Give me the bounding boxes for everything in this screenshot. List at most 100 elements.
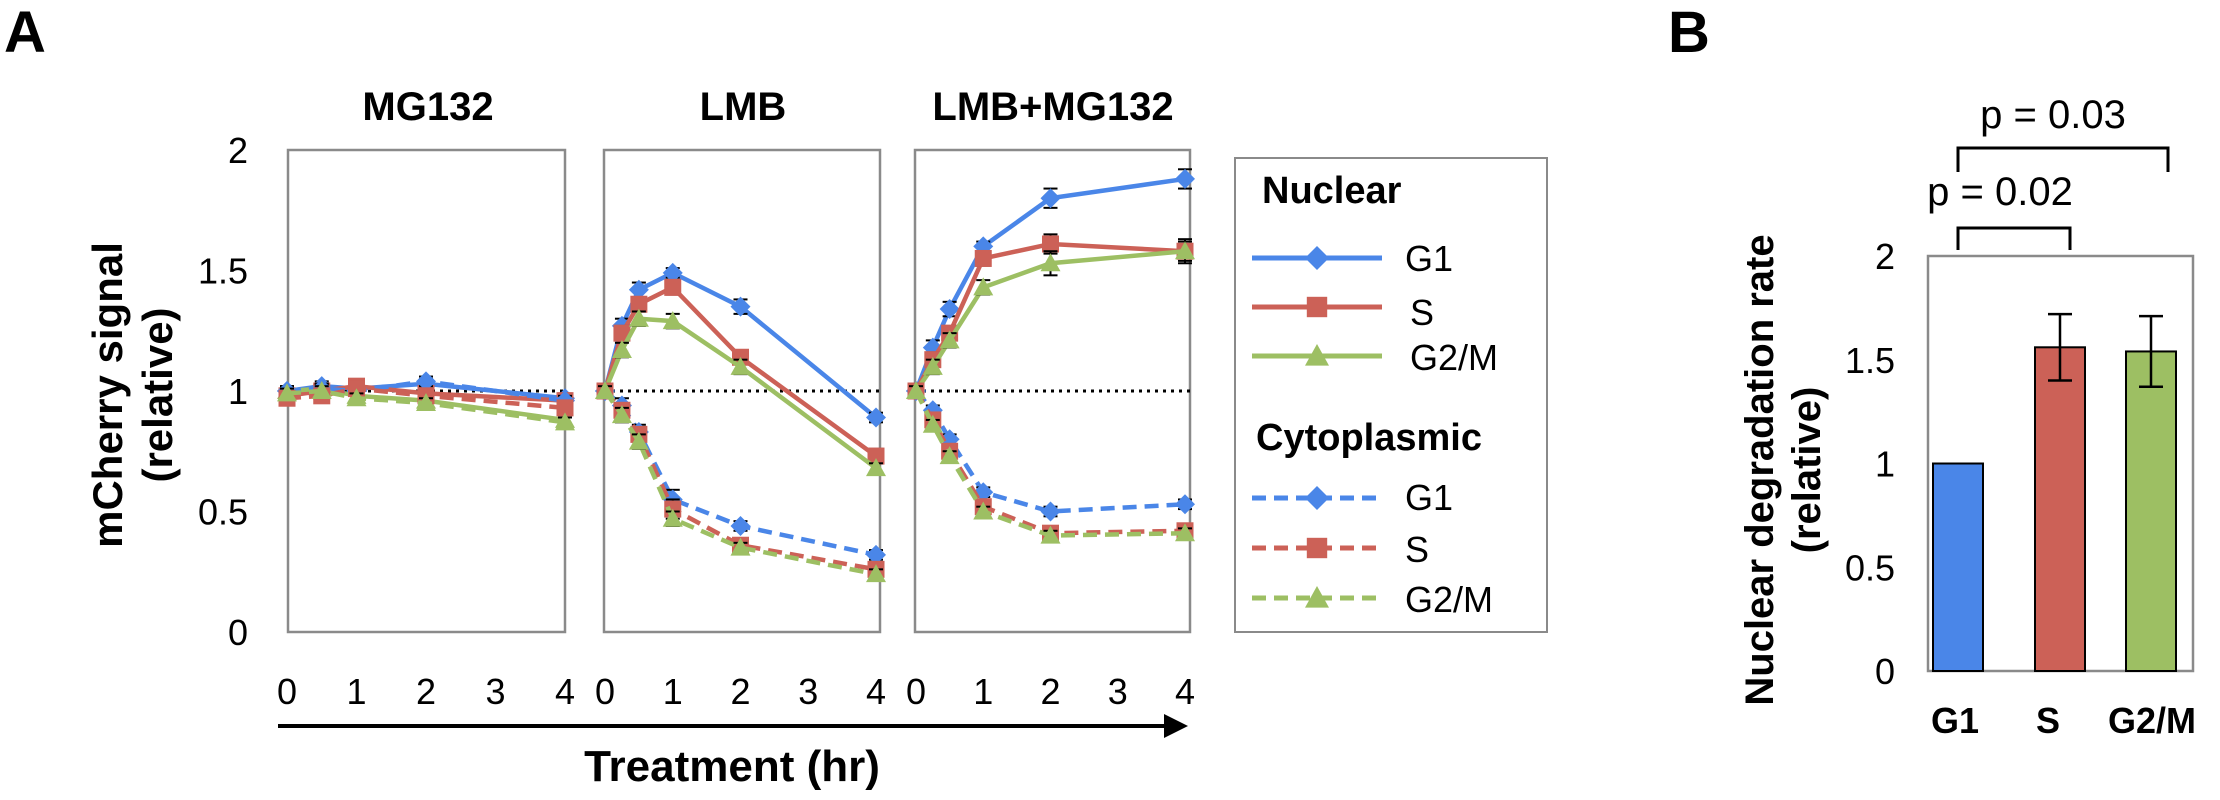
series-cytoplasmic-g2-m-point — [866, 564, 886, 583]
series-cytoplasmic-g1-point — [416, 371, 436, 392]
x-tick-label: G1 — [1931, 700, 1979, 741]
legend-swatch-nuclear-g2-m-marker — [1305, 344, 1329, 366]
significance-label: p = 0.03 — [1980, 93, 2126, 137]
series-nuclear-g1-point — [866, 407, 886, 428]
x-tick-label: 1 — [973, 671, 993, 712]
significance-bracket — [1956, 146, 2170, 172]
series-nuclear-g1-line — [602, 270, 878, 420]
x-tick-label: 4 — [1175, 671, 1195, 712]
series-nuclear-g1-point — [730, 296, 751, 317]
legend-label-cytoplasmic-g2m: G2/M — [1405, 579, 1493, 620]
series-nuclear-s-point — [867, 447, 885, 465]
series-nuclear-s-point — [1042, 235, 1059, 253]
x-tick-label: 3 — [1108, 671, 1128, 712]
y-axis-label-a-line2: (relative) — [134, 307, 181, 482]
series-cytoplasmic-g2-m-point — [628, 431, 649, 450]
y-tick-label: 0 — [1875, 651, 1895, 692]
series-cytoplasmic-g2-m-point — [611, 405, 632, 424]
significance-label: p = 0.02 — [1927, 170, 2073, 214]
x-tick-label: 0 — [595, 671, 615, 712]
y-tick-label: 1 — [1875, 444, 1895, 485]
series-nuclear-g2-m-point — [866, 458, 886, 477]
legend-swatch-cytoplasmic-g2-m-marker — [1305, 586, 1329, 608]
subplot-title: MG132 — [362, 85, 493, 129]
series-nuclear-g1-point — [628, 279, 649, 300]
series-cytoplasmic-s-line — [603, 389, 877, 572]
subplot-title: LMB+MG132 — [932, 85, 1173, 129]
series-cytoplasmic-g2-m-point — [1175, 523, 1195, 542]
legend: Nuclear Cytoplasmic G1 S G2/M G1 S G2/M — [1234, 157, 1548, 633]
legend-label-nuclear-s: S — [1410, 292, 1434, 333]
bar-s — [2034, 346, 2086, 672]
legend-label-nuclear-g1: G1 — [1405, 238, 1453, 279]
y-tick-label: 2 — [228, 130, 248, 171]
panel-b-label: B — [1668, 0, 1710, 65]
y-tick-label: 0 — [228, 612, 248, 653]
series-nuclear-g1-line — [913, 176, 1186, 392]
bar-g2-m — [2125, 350, 2177, 672]
legend-frame — [1234, 157, 1548, 633]
y-tick-label: 1 — [228, 371, 248, 412]
x-tick-label: 0 — [277, 671, 297, 712]
series-cytoplasmic-g2-m-point — [939, 446, 960, 465]
x-tick-label: G2/M — [2108, 700, 2196, 741]
y-tick-label: 0.5 — [198, 492, 248, 533]
legend-label-cytoplasmic-g1: G1 — [1405, 477, 1453, 518]
legend-title-cytoplasmic: Cytoplasmic — [1256, 417, 1482, 459]
subplot-mg132: MG132 0 1 2 3 4 — [277, 85, 575, 712]
series-nuclear-s-point — [664, 278, 682, 296]
legend-swatch-nuclear-g1-marker — [1305, 246, 1329, 270]
x-tick-label: 3 — [798, 671, 818, 712]
series-cytoplasmic-g2-m-point — [311, 381, 332, 399]
series-cytoplasmic-g2-m-point — [416, 393, 436, 412]
series-nuclear-g2-m-point — [1175, 241, 1195, 260]
series-nuclear-g2-m-point — [730, 356, 751, 375]
series-nuclear-g2-m-point — [973, 277, 994, 296]
x-tick-label: 0 — [906, 671, 926, 712]
series-nuclear-s-point — [974, 249, 992, 267]
subplot-lmb: LMB 0 1 2 3 4 — [595, 85, 886, 712]
series-cytoplasmic-g2-m-point — [1040, 525, 1061, 544]
series-nuclear-g2-m-point — [1040, 253, 1061, 272]
series-nuclear-g1-point — [1040, 188, 1061, 209]
series-cytoplasmic-g2-m-point — [662, 508, 683, 527]
series-nuclear-g1-point — [939, 299, 960, 320]
legend-swatch-cytoplasmic-s-marker — [1306, 537, 1328, 559]
bar-g1 — [1932, 462, 1984, 672]
series-cytoplasmic-g2-m-point — [555, 412, 575, 431]
y-tick-label: 0.5 — [1845, 547, 1895, 588]
x-tick-label: S — [2036, 700, 2060, 741]
series-cytoplasmic-g2-m-point — [906, 381, 926, 399]
x-tick-label: 1 — [346, 671, 366, 712]
series-nuclear-g2-m-point — [939, 330, 960, 349]
series-cytoplasmic-g2-m-point — [922, 414, 943, 433]
legend-swatch-nuclear-s-marker — [1306, 296, 1328, 318]
series-cytoplasmic-s-point — [556, 399, 574, 417]
series-nuclear-g1-point — [1175, 168, 1195, 189]
series-nuclear-g2-m-point — [628, 308, 649, 327]
x-tick-label: 2 — [1040, 671, 1060, 712]
legend-swatch-cytoplasmic-g1-marker — [1305, 486, 1329, 510]
panel-a-line-chart: 0 0.5 1 1.5 2 MG132 0 1 2 3 4 LMB 0 1 2 3 4 LMB+MG132 0 1 2 3… — [198, 85, 1195, 712]
series-nuclear-g1-point — [662, 262, 683, 283]
x-tick-label: 3 — [485, 671, 505, 712]
x-tick-label: 2 — [416, 671, 436, 712]
significance-bracket — [1956, 226, 2072, 250]
x-tick-label: 4 — [866, 671, 886, 712]
legend-label-cytoplasmic-s: S — [1405, 529, 1429, 570]
series-cytoplasmic-g1-line — [603, 389, 877, 558]
series-cytoplasmic-g2-m-point — [730, 537, 751, 556]
y-tick-label: 1.5 — [198, 251, 248, 292]
x-tick-label: 1 — [663, 671, 683, 712]
legend-title-nuclear: Nuclear — [1262, 170, 1402, 212]
series-nuclear-g2-m-point — [662, 311, 683, 330]
y-axis-label-b-line2: (relative) — [1785, 387, 1829, 554]
series-cytoplasmic-g1-point — [1175, 494, 1195, 515]
series-nuclear-g2-m-point — [611, 340, 632, 359]
series-nuclear-g2-m-point — [922, 356, 943, 375]
series-nuclear-s-point — [630, 295, 648, 313]
x-tick-label: 2 — [730, 671, 750, 712]
series-cytoplasmic-g2-m-point — [277, 383, 297, 402]
y-tick-label: 1.5 — [1845, 340, 1895, 381]
